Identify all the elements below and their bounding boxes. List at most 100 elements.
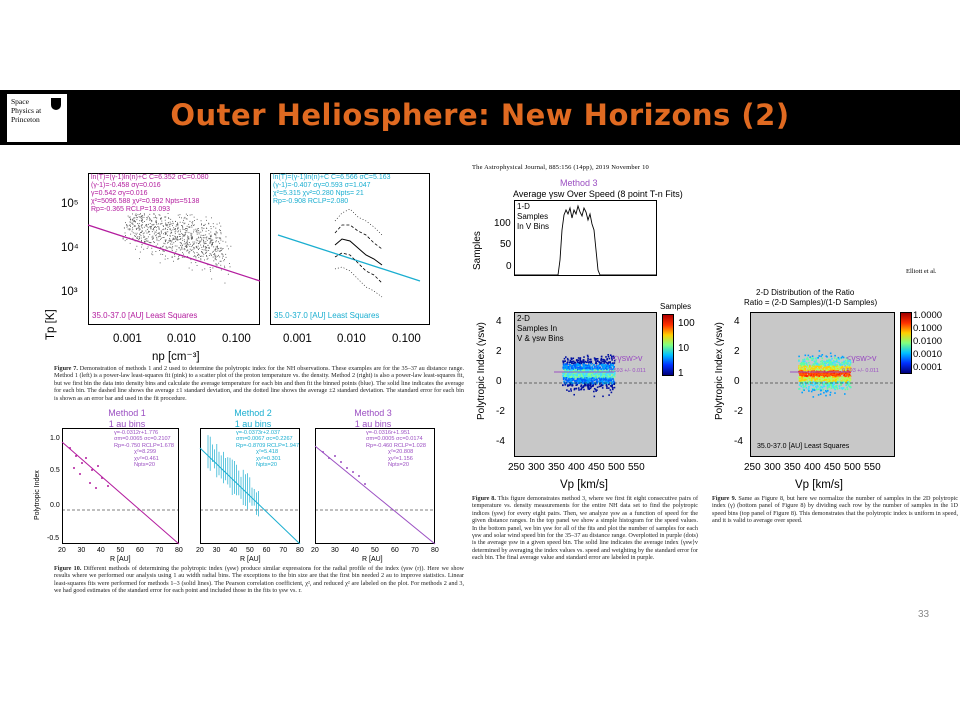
scatter-point xyxy=(182,235,184,237)
scatter-point xyxy=(149,219,151,221)
heatmap-cell xyxy=(603,368,605,371)
scatter-point xyxy=(138,227,140,228)
heatmap-cell xyxy=(575,387,578,390)
heatmap-cell xyxy=(573,388,576,391)
scatter-point xyxy=(155,231,157,233)
scatter-point xyxy=(191,226,193,228)
scatter-point xyxy=(154,241,155,243)
heatmap-cell xyxy=(591,372,594,374)
scatter-point xyxy=(202,230,203,232)
fig8-caption: Figure 8. This figure demonstrates metho… xyxy=(472,495,698,562)
heatmap-cell xyxy=(841,355,844,358)
scatter-point xyxy=(157,233,159,234)
heatmap-cell xyxy=(824,373,827,376)
heatmap-cell xyxy=(586,366,589,369)
heatmap-cell xyxy=(802,362,804,365)
fig7-xtick: 0.010 xyxy=(337,333,366,345)
heatmap-cell xyxy=(818,369,820,371)
heatmap-cell xyxy=(815,385,817,388)
scatter-point xyxy=(124,232,126,234)
scatter-point xyxy=(156,222,157,223)
scatter-point xyxy=(140,232,141,233)
scatter-point xyxy=(134,235,135,237)
heatmap-cell xyxy=(582,385,585,387)
legend-line: χ²=5096.588 χν²=0.992 Npts=5138 xyxy=(91,198,200,205)
scatter-point xyxy=(132,224,134,225)
tick-label: 4 xyxy=(496,316,502,327)
scatter-point xyxy=(171,256,173,258)
scatter-point xyxy=(163,237,165,238)
scatter-point xyxy=(188,244,190,246)
heatmap-cell xyxy=(566,374,569,377)
heatmap-cell xyxy=(824,383,826,385)
heatmap-cell xyxy=(819,374,821,377)
scatter-point xyxy=(189,243,191,245)
heatmap-cell xyxy=(844,378,847,380)
scatter-point xyxy=(149,223,151,224)
heatmap-cell xyxy=(823,373,826,376)
stat-line: χ²=8.299 xyxy=(134,449,157,456)
scatter-point xyxy=(150,226,152,228)
heatmap-cell xyxy=(813,364,816,367)
heatmap-cell xyxy=(830,361,832,363)
scatter-point xyxy=(197,228,198,230)
heatmap-cell xyxy=(573,393,575,396)
scatter-point xyxy=(196,238,198,240)
scatter-point xyxy=(175,240,176,242)
heatmap-cell xyxy=(808,381,811,383)
scatter-point xyxy=(138,236,140,237)
heatmap-cell xyxy=(841,376,843,379)
heatmap-cell xyxy=(840,387,843,389)
heatmap-cell xyxy=(848,364,850,367)
heatmap-cell xyxy=(847,370,849,372)
heatmap-cell xyxy=(849,378,851,381)
heatmap-cell xyxy=(581,379,584,382)
scatter-point xyxy=(224,282,226,284)
scatter-point xyxy=(215,264,217,266)
fig9-annotation: <γsw>v xyxy=(846,353,877,363)
heatmap-cell xyxy=(839,378,842,380)
scatter-point xyxy=(151,224,153,226)
heatmap-cell xyxy=(832,373,834,376)
scatter-point xyxy=(196,233,198,235)
scatter-point xyxy=(191,222,193,223)
heatmap-cell xyxy=(589,380,591,382)
heatmap-cell xyxy=(587,369,589,372)
heatmap-cell xyxy=(591,365,594,368)
heatmap-cell xyxy=(587,383,589,385)
heatmap-cell xyxy=(591,380,593,383)
heatmap-cell xyxy=(818,355,820,357)
heatmap-cell xyxy=(586,378,588,380)
heatmap-cell xyxy=(838,376,840,378)
heatmap-cell xyxy=(564,374,567,377)
heatmap-cell xyxy=(833,372,835,375)
heatmap-cell xyxy=(588,361,590,364)
heatmap-cell xyxy=(841,361,843,364)
scatter-point xyxy=(192,241,194,243)
heatmap-cell xyxy=(824,365,827,367)
scatter-point xyxy=(219,256,221,258)
scatter-point xyxy=(191,246,193,248)
scatter-point xyxy=(157,236,159,238)
minus-1-sigma xyxy=(334,252,383,284)
heatmap-cell xyxy=(577,357,580,359)
heatmap-cell xyxy=(579,360,581,363)
heatmap-cell xyxy=(610,355,613,358)
caption-label: Figure 7. xyxy=(54,365,78,372)
scatter-point xyxy=(165,233,166,234)
heatmap-cell xyxy=(563,368,565,370)
heatmap-cell xyxy=(595,390,597,392)
scatter-point xyxy=(210,237,212,239)
heatmap-cell xyxy=(570,376,572,378)
stat-line: χν²=0.301 xyxy=(256,455,281,462)
heatmap-cell xyxy=(824,363,827,365)
heatmap-cell xyxy=(580,377,583,379)
heatmap-cell xyxy=(566,363,569,366)
scatter-point xyxy=(164,219,166,221)
heatmap-cell xyxy=(613,386,616,389)
heatmap-cell xyxy=(569,364,572,366)
scatter-point xyxy=(153,229,155,231)
fig10-caption: Figure 10. Different methods of determin… xyxy=(54,565,464,595)
heatmap-cell xyxy=(832,360,835,362)
scatter-point xyxy=(202,255,204,257)
